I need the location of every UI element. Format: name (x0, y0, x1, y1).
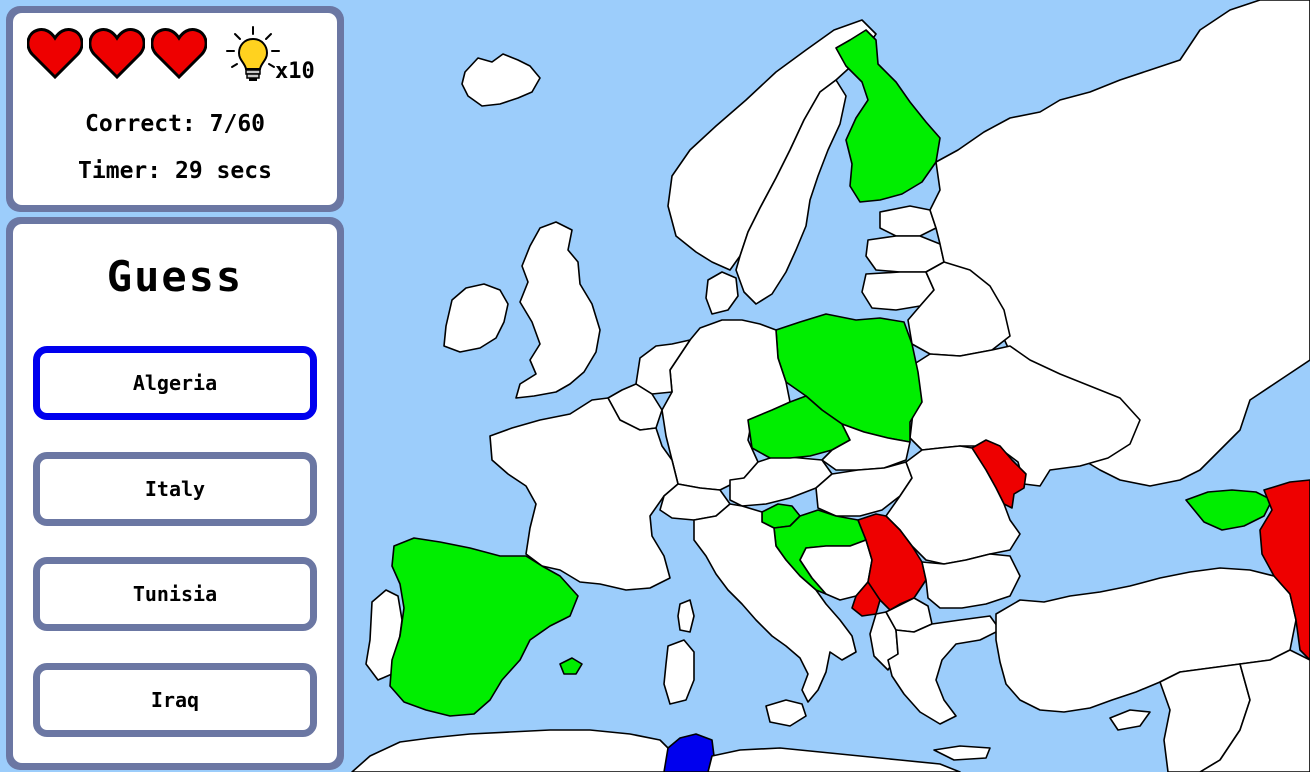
stats-panel-inner: x10 Correct: 7/60 Timer: 29 secs (13, 13, 337, 205)
country-norway[interactable] (667, 19, 877, 271)
heart-icon (151, 28, 207, 79)
country-greece[interactable] (887, 615, 1001, 725)
island-sicily[interactable] (765, 699, 807, 727)
hint-count: x10 (275, 59, 315, 84)
country-iceland[interactable] (461, 53, 541, 107)
country-algeria[interactable] (351, 729, 673, 772)
island-corsica[interactable] (677, 599, 695, 633)
country-finland[interactable] (835, 29, 941, 203)
country-estonia[interactable] (879, 205, 937, 237)
correct-label: Correct: (84, 111, 196, 137)
country-italy[interactable] (693, 503, 857, 703)
country-armenia[interactable] (1259, 479, 1310, 661)
timer-label: Timer: (78, 158, 162, 184)
option-button-2[interactable]: Italy (33, 452, 317, 526)
lives-row (27, 27, 207, 79)
country-bulgaria[interactable] (921, 553, 1021, 609)
country-latvia[interactable] (865, 235, 945, 273)
island-crete[interactable] (933, 745, 991, 761)
guess-panel: Guess Algeria Italy Tunisia Iraq (6, 217, 344, 770)
heart-icon (89, 28, 145, 79)
country-libya[interactable] (707, 747, 961, 772)
country-ireland[interactable] (443, 283, 509, 353)
island-sardinia[interactable] (663, 639, 695, 705)
island-balearics[interactable] (559, 657, 583, 675)
country-germany[interactable] (661, 319, 791, 491)
option-button-3[interactable]: Tunisia (33, 557, 317, 631)
country-iraq[interactable] (1199, 649, 1310, 772)
timer-value: 29 secs (175, 158, 272, 184)
guess-panel-inner: Guess Algeria Italy Tunisia Iraq (13, 224, 337, 763)
option-label: Iraq (150, 688, 200, 712)
option-label: Tunisia (132, 582, 218, 606)
island-cyprus[interactable] (1109, 709, 1151, 731)
option-button-1[interactable]: Algeria (33, 346, 317, 420)
correct-counter: Correct: 7/60 (13, 111, 337, 137)
country-spain[interactable] (389, 537, 579, 717)
stats-panel: x10 Correct: 7/60 Timer: 29 secs (6, 6, 344, 212)
lightbulb-icon[interactable] (223, 25, 283, 87)
option-label: Algeria (132, 371, 218, 395)
country-tunisia[interactable] (663, 733, 715, 772)
option-button-4[interactable]: Iraq (33, 663, 317, 737)
heart-icon (27, 28, 83, 79)
option-label: Italy (144, 477, 206, 501)
country-france[interactable] (489, 397, 679, 591)
country-united-kingdom[interactable] (515, 221, 601, 399)
country-sweden[interactable] (735, 79, 847, 305)
timer: Timer: 29 secs (13, 158, 337, 184)
country-azerbaijan[interactable] (1185, 489, 1273, 531)
country-denmark[interactable] (705, 271, 739, 315)
guess-title: Guess (106, 252, 244, 301)
correct-value: 7/60 (209, 111, 266, 137)
